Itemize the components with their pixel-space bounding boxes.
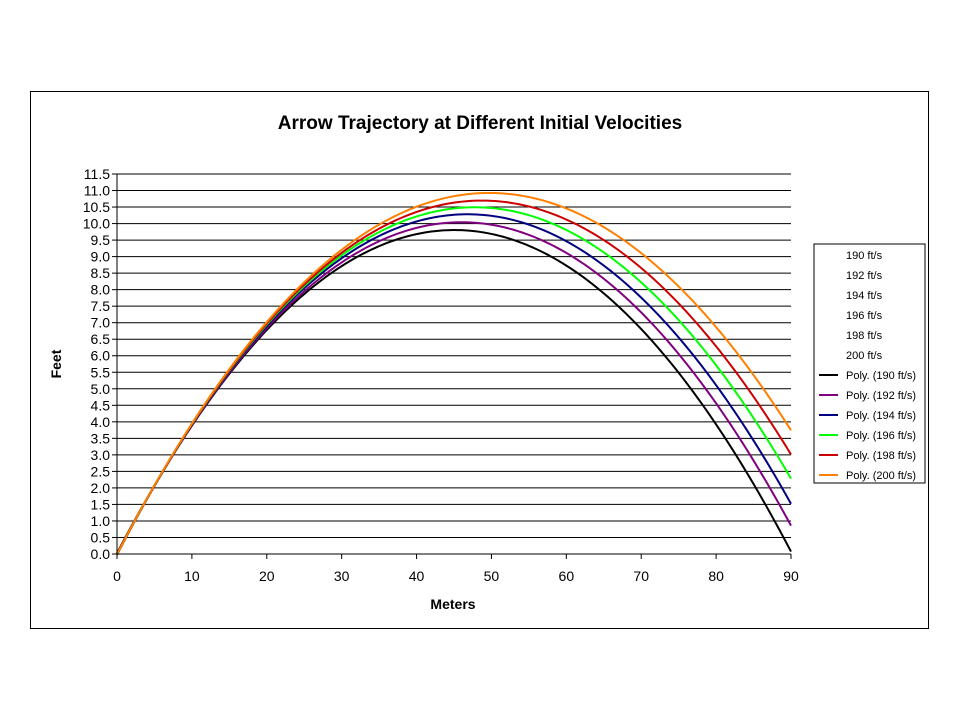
legend-label: 194 ft/s — [846, 290, 883, 302]
legend-label: 196 ft/s — [846, 310, 883, 322]
y-tick-label: 4.5 — [91, 397, 111, 413]
y-tick-label: 9.0 — [91, 249, 111, 265]
y-tick-label: 8.5 — [91, 265, 111, 281]
x-tick-label: 40 — [409, 568, 425, 584]
x-tick-label: 20 — [259, 568, 275, 584]
y-tick-label: 6.0 — [91, 348, 111, 364]
legend-label: Poly. (200 ft/s) — [846, 470, 916, 482]
y-tick-label: 1.0 — [91, 513, 111, 529]
x-tick-label: 70 — [633, 568, 649, 584]
y-tick-label: 11.0 — [84, 183, 110, 199]
series-layer — [116, 191, 792, 556]
series-line — [116, 191, 792, 555]
y-tick-label: 7.5 — [91, 298, 111, 314]
legend: 190 ft/s 192 ft/s 194 ft/s 196 ft/s 198 ft/s… — [813, 243, 926, 484]
y-tick-label: 6.5 — [91, 331, 111, 347]
y-tick-label: 0.5 — [91, 529, 111, 545]
legend-label: 192 ft/s — [846, 270, 883, 282]
y-tick-label: 8.0 — [91, 282, 111, 298]
y-tick-label: 11.5 — [84, 166, 110, 182]
x-tick-label: 0 — [113, 568, 121, 584]
chart-frame: Arrow Trajectory at Different Initial Ve… — [30, 91, 929, 629]
y-tick-label: 2.0 — [91, 480, 111, 496]
y-tick-label: 4.0 — [91, 414, 111, 430]
legend-label: Poly. (196 ft/s) — [846, 430, 916, 442]
x-tick-label: 60 — [559, 568, 575, 584]
y-axis-title: Feet — [48, 349, 64, 378]
x-tick-label: 50 — [484, 568, 500, 584]
y-tick-label: 3.0 — [91, 447, 111, 463]
legend-label: Poly. (194 ft/s) — [846, 410, 916, 422]
chart-svg: Arrow Trajectory at Different Initial Ve… — [48, 113, 926, 612]
legend-label: 200 ft/s — [846, 350, 883, 362]
y-tick-label: 3.5 — [91, 430, 111, 446]
x-tick-label: 80 — [708, 568, 724, 584]
x-tick-label: 30 — [334, 568, 350, 584]
x-axis-title: Meters — [430, 596, 475, 612]
y-tick-label: 0.0 — [91, 546, 111, 562]
legend-label: 190 ft/s — [846, 250, 883, 262]
legend-label: Poly. (192 ft/s) — [846, 390, 916, 402]
x-tick-label: 10 — [184, 568, 200, 584]
chart-title: Arrow Trajectory at Different Initial Ve… — [278, 113, 682, 134]
y-tick-label: 10.0 — [83, 216, 110, 232]
legend-label: Poly. (190 ft/s) — [846, 370, 916, 382]
y-tick-label: 5.5 — [91, 364, 111, 380]
legend-items: 190 ft/s 192 ft/s 194 ft/s 196 ft/s 198 ft/s… — [819, 250, 916, 482]
legend-box — [813, 243, 926, 484]
x-tick-label: 90 — [783, 568, 799, 584]
y-tick-label: 1.5 — [91, 496, 111, 512]
legend-label: 198 ft/s — [846, 330, 883, 342]
y-tick-label: 10.5 — [83, 199, 110, 215]
series-line — [116, 199, 792, 555]
y-tick-label: 5.0 — [91, 381, 111, 397]
grid-layer — [117, 173, 791, 538]
legend-label: Poly. (198 ft/s) — [846, 450, 916, 462]
series-line — [116, 206, 792, 555]
y-tick-label: 9.5 — [91, 232, 111, 248]
y-tick-label: 7.0 — [91, 315, 111, 331]
y-tick-label: 2.5 — [91, 463, 111, 479]
axis-layer: 0.00.51.01.52.02.53.03.54.04.55.05.56.06… — [83, 166, 799, 584]
